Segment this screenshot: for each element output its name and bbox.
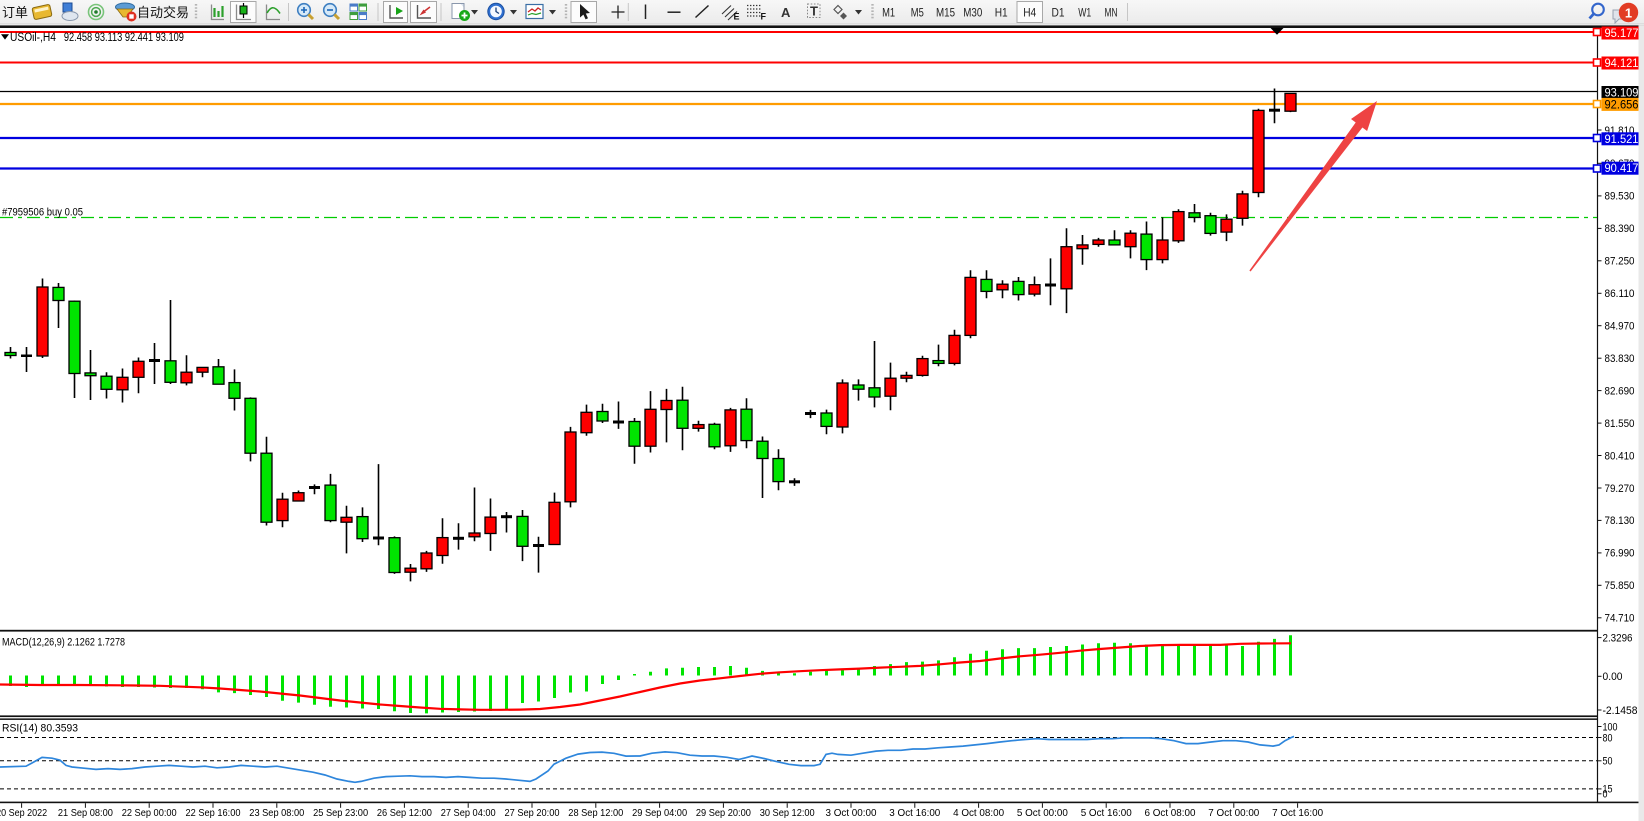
svg-text:自动交易: 自动交易	[137, 5, 189, 20]
svg-text:MN: MN	[1105, 6, 1118, 20]
svg-text:81.550: 81.550	[1605, 418, 1635, 430]
svg-text:83.830: 83.830	[1605, 353, 1635, 365]
svg-text:25 Sep 23:00: 25 Sep 23:00	[313, 808, 368, 819]
svg-text:89.530: 89.530	[1605, 191, 1635, 203]
svg-text:22 Sep 00:00: 22 Sep 00:00	[122, 808, 177, 819]
svg-text:F: F	[761, 12, 767, 22]
svg-text:3 Oct 00:00: 3 Oct 00:00	[826, 808, 877, 819]
svg-text:5 Oct 16:00: 5 Oct 16:00	[1081, 808, 1132, 819]
svg-text:87.250: 87.250	[1605, 256, 1635, 268]
svg-text:H1: H1	[995, 6, 1008, 20]
svg-text:82.690: 82.690	[1605, 385, 1635, 397]
svg-text:80: 80	[1603, 732, 1613, 744]
svg-text:29 Sep 20:00: 29 Sep 20:00	[696, 808, 751, 819]
svg-text:29 Sep 04:00: 29 Sep 04:00	[632, 808, 687, 819]
svg-text:7 Oct 16:00: 7 Oct 16:00	[1272, 808, 1323, 819]
svg-text:27 Sep 04:00: 27 Sep 04:00	[441, 808, 496, 819]
svg-text:2.3296: 2.3296	[1603, 632, 1633, 644]
svg-text:订单: 订单	[2, 5, 28, 20]
svg-text:H4: H4	[1023, 6, 1036, 20]
svg-text:93.109: 93.109	[1605, 88, 1639, 100]
svg-text:20 Sep 2022: 20 Sep 2022	[0, 808, 47, 819]
svg-text:30 Sep 12:00: 30 Sep 12:00	[760, 808, 815, 819]
svg-text:27 Sep 20:00: 27 Sep 20:00	[505, 808, 560, 819]
svg-text:M1: M1	[882, 6, 895, 20]
svg-text:50: 50	[1603, 756, 1613, 768]
svg-text:92.458 93.113 92.441 93.109: 92.458 93.113 92.441 93.109	[64, 32, 184, 44]
svg-text:95.177: 95.177	[1605, 28, 1639, 40]
svg-text:74.710: 74.710	[1605, 613, 1635, 625]
svg-text:D1: D1	[1052, 6, 1065, 20]
svg-text:5 Oct 00:00: 5 Oct 00:00	[1017, 808, 1068, 819]
svg-text:21 Sep 08:00: 21 Sep 08:00	[58, 808, 113, 819]
svg-text:28 Sep 12:00: 28 Sep 12:00	[568, 808, 623, 819]
svg-text:84.970: 84.970	[1605, 321, 1635, 333]
svg-text:26 Sep 12:00: 26 Sep 12:00	[377, 808, 432, 819]
svg-text:E: E	[734, 12, 740, 22]
svg-text:78.130: 78.130	[1605, 515, 1635, 527]
svg-text:94.121: 94.121	[1605, 58, 1639, 70]
svg-text:90.417: 90.417	[1605, 163, 1639, 175]
svg-text:MACD(12,26,9) 2.1262 1.7278: MACD(12,26,9) 2.1262 1.7278	[2, 637, 125, 649]
svg-text:88.390: 88.390	[1605, 223, 1635, 235]
svg-text:#7959506 buy 0.05: #7959506 buy 0.05	[2, 207, 83, 219]
svg-text:1: 1	[1625, 6, 1632, 21]
svg-text:100: 100	[1603, 721, 1618, 733]
svg-text:4 Oct 08:00: 4 Oct 08:00	[953, 808, 1004, 819]
svg-text:86.110: 86.110	[1605, 288, 1635, 300]
svg-text:RSI(14) 80.3593: RSI(14) 80.3593	[2, 723, 78, 735]
svg-text:80.410: 80.410	[1605, 450, 1635, 462]
svg-text:23 Sep 08:00: 23 Sep 08:00	[249, 808, 304, 819]
svg-text:0: 0	[1603, 789, 1608, 801]
svg-text:T: T	[810, 4, 818, 19]
svg-text:M15: M15	[936, 6, 955, 20]
svg-text:USOil-,H4: USOil-,H4	[10, 32, 57, 44]
svg-text:75.850: 75.850	[1605, 580, 1635, 592]
svg-text:92.656: 92.656	[1605, 99, 1639, 111]
svg-text:6 Oct 08:00: 6 Oct 08:00	[1145, 808, 1196, 819]
svg-text:-2.1458: -2.1458	[1603, 705, 1638, 717]
svg-text:M5: M5	[911, 6, 924, 20]
svg-text:7 Oct 00:00: 7 Oct 00:00	[1208, 808, 1259, 819]
svg-text:0.00: 0.00	[1603, 671, 1623, 683]
svg-text:A: A	[781, 5, 791, 20]
svg-text:15: 15	[1603, 784, 1613, 796]
svg-text:76.990: 76.990	[1605, 548, 1635, 560]
svg-text:3 Oct 16:00: 3 Oct 16:00	[889, 808, 940, 819]
svg-text:W1: W1	[1078, 6, 1091, 20]
svg-text:22 Sep 16:00: 22 Sep 16:00	[186, 808, 241, 819]
svg-text:91.521: 91.521	[1605, 134, 1639, 146]
svg-text:79.270: 79.270	[1605, 483, 1635, 495]
svg-text:M30: M30	[963, 6, 982, 20]
